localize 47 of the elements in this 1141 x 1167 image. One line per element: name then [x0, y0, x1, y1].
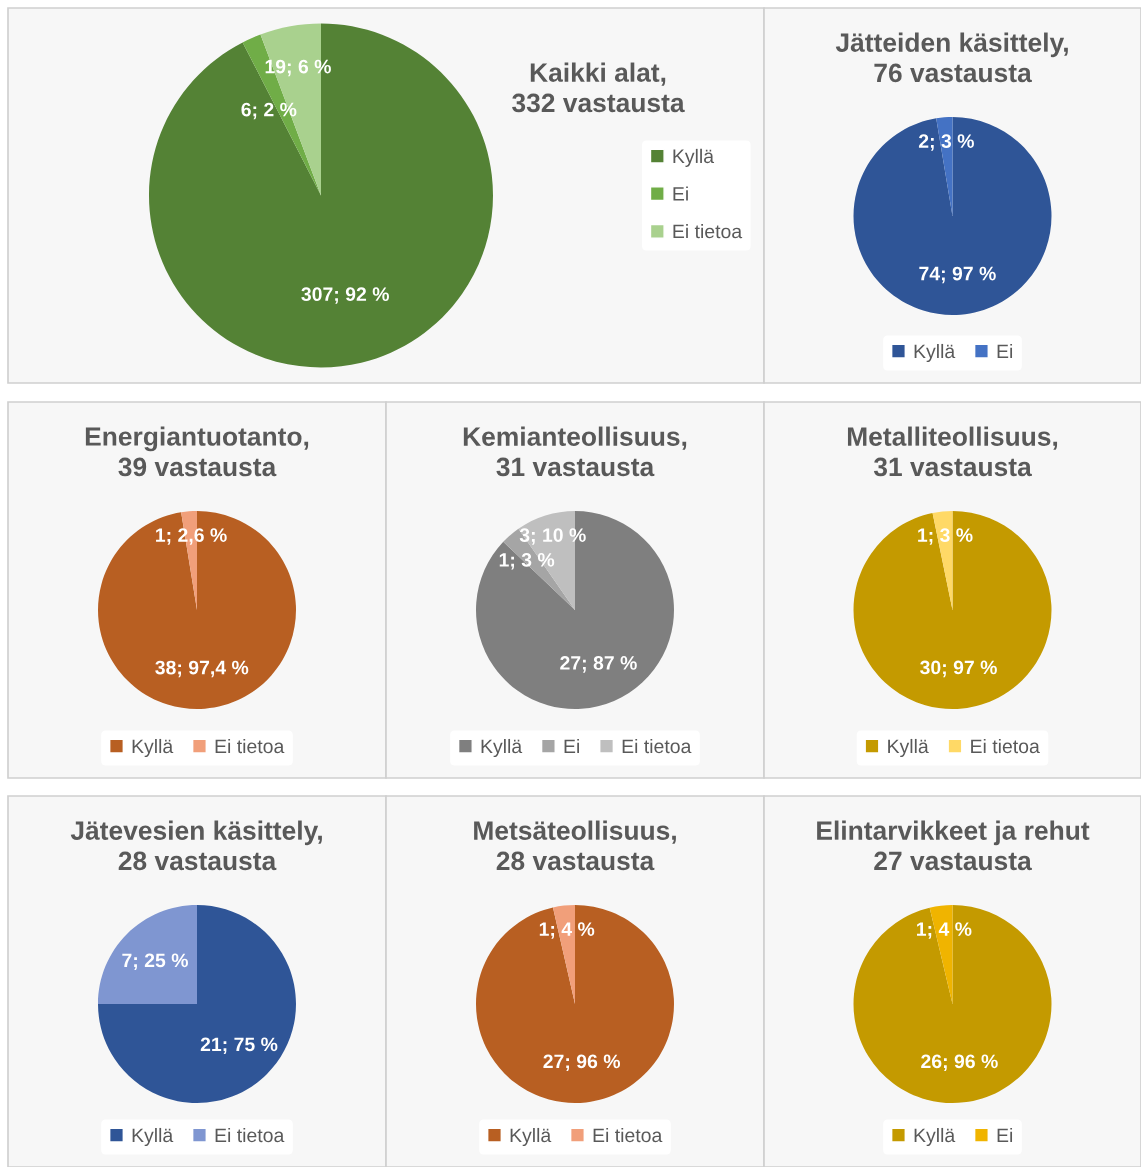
legend-label: Ei tietoa — [215, 738, 285, 754]
data-label: 74; 97 % — [919, 266, 996, 284]
legend-label: Ei — [997, 343, 1013, 359]
data-label: 21; 75 % — [200, 1037, 278, 1055]
legend-label: Ei tietoa — [673, 224, 743, 239]
data-label: 2; 3 % — [918, 134, 974, 151]
chart-title: Metalliteollisuus, 31 vastausta — [847, 426, 1058, 477]
legend-label: Ei tietoa — [593, 1127, 663, 1143]
data-label: 27; 87 % — [560, 656, 637, 673]
data-label: 6; 2 % — [241, 102, 297, 120]
text: Kaikki alat, 332 vastausta — [512, 62, 685, 113]
legend-label: Ei — [673, 186, 688, 201]
data-label: 7; 25 % — [122, 953, 188, 971]
legend-label: Kyllä — [888, 738, 929, 758]
legend-label: Kyllä — [914, 343, 956, 363]
data-label: 38; 97,4 % — [155, 660, 249, 678]
legend-label: Ei — [564, 738, 579, 754]
data-label: 1; 4 % — [917, 922, 972, 939]
data-label: 26; 96 % — [921, 1054, 998, 1072]
legend-label: Ei tietoa — [215, 1127, 285, 1143]
legend-label: Kyllä — [914, 1127, 956, 1147]
chart-title: Jätteiden käsittely, 76 vastausta — [835, 32, 1068, 83]
legend-label: Ei — [997, 1127, 1013, 1143]
data-label: 307; 92 % — [301, 287, 389, 304]
legend-label: Kyllä — [510, 1127, 552, 1147]
legend-label: Kyllä — [132, 738, 174, 758]
chart-title: Kemianteollisuus, 31 vastausta — [463, 426, 687, 477]
data-label: 1; 4 % — [539, 922, 595, 939]
data-label: 1; 3 % — [918, 528, 973, 545]
legend-label: Ei tietoa — [622, 738, 692, 754]
data-label: 30; 97 % — [920, 660, 997, 678]
data-label: 3; 10 % — [519, 528, 586, 545]
pie-slice — [476, 511, 674, 709]
pie-slice — [149, 23, 493, 368]
chart-title: Metsäteollisuus, 28 vastausta — [474, 820, 676, 871]
chart-title: Energiantuotanto, 39 vastausta — [85, 426, 309, 477]
data-label: 1; 3 % — [499, 552, 555, 570]
legend-label: Kyllä — [673, 148, 715, 167]
legend-label: Kyllä — [132, 1127, 174, 1147]
pie-slice — [853, 905, 1052, 1103]
pie-slice — [853, 117, 1052, 315]
legend-label: Ei tietoa — [971, 738, 1040, 754]
legend-label: Kyllä — [481, 738, 523, 758]
data-label: 1; 2,6 % — [156, 528, 227, 545]
chart-title: Elintarvikkeet ja rehut 27 vastausta — [817, 820, 1090, 871]
data-label: 27; 96 % — [543, 1054, 621, 1072]
chart-title: Jätevesien käsittely, 28 vastausta — [70, 820, 322, 871]
